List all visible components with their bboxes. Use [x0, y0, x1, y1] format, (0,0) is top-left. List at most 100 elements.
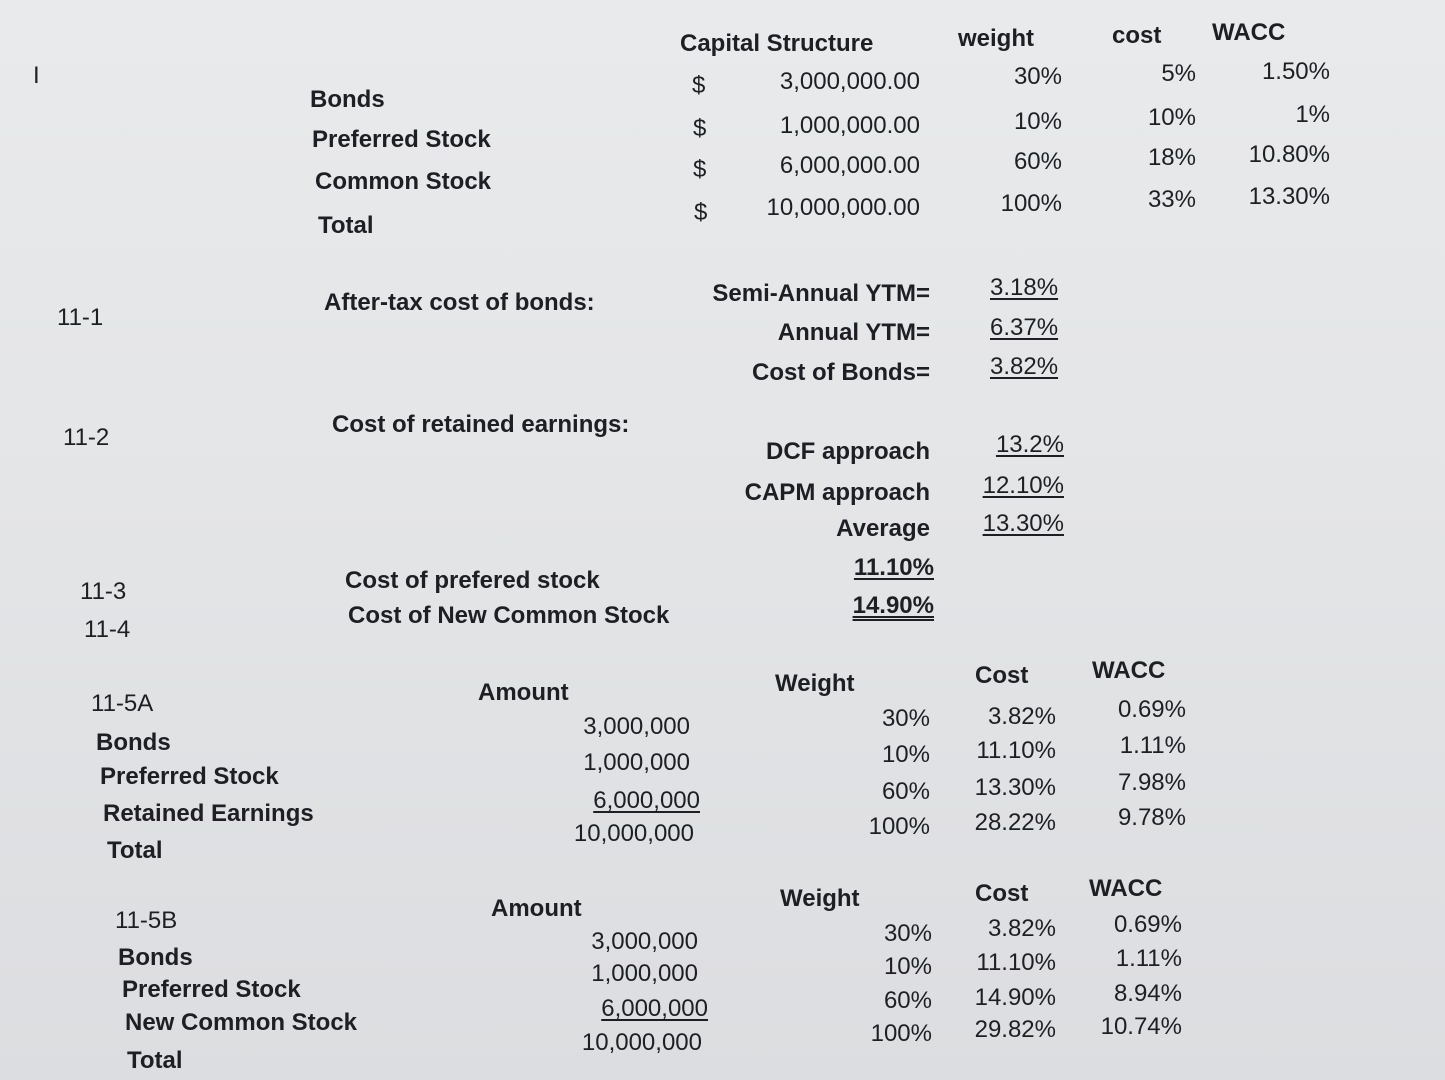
amount-header: Amount	[491, 895, 582, 922]
question-id: 11-3	[80, 578, 127, 605]
weight-cell: 60%	[881, 778, 930, 805]
wacc-cell: 10.80%	[1248, 141, 1330, 168]
item-label: Semi-Annual YTM=	[712, 280, 930, 307]
item-value: 12.10%	[982, 472, 1064, 499]
cost-header: Cost	[975, 662, 1029, 689]
row-label-preferred-stock: Preferred Stock	[100, 763, 279, 790]
amount-cell: 6,000,000	[593, 787, 700, 814]
wacc-cell: 8.94%	[1113, 980, 1182, 1007]
capital-structure-header: Capital Structure	[680, 30, 874, 57]
weight-cell: 10%	[1013, 108, 1062, 135]
amount-cell: 3,000,000	[583, 713, 690, 740]
wacc-cell: 1.11%	[1119, 732, 1186, 759]
row-label-total: Total	[127, 1047, 183, 1074]
cost-header: cost	[1112, 22, 1162, 49]
corner-mark: I	[33, 62, 40, 89]
wacc-header: WACC	[1089, 875, 1163, 902]
amount-cell: 1,000,000	[591, 960, 698, 987]
wacc-cell: 10.74%	[1100, 1013, 1182, 1040]
question-id: 11-1	[57, 304, 104, 331]
dollar-sign: $	[693, 115, 707, 142]
question-value: 11.10%	[853, 554, 934, 581]
amount-cell: 10,000,000.00	[766, 194, 920, 221]
amount-cell: 1,000,000	[583, 749, 690, 776]
row-label-bonds: Bonds	[96, 729, 171, 756]
cost-cell: 11.10%	[976, 949, 1056, 976]
amount-cell: 3,000,000.00	[779, 68, 920, 95]
item-value: 3.18%	[990, 274, 1059, 301]
amount-cell: 1,000,000.00	[779, 112, 920, 139]
cost-cell: 3.82%	[987, 915, 1056, 942]
weight-cell: 30%	[881, 705, 930, 732]
item-value: 3.82%	[990, 353, 1059, 380]
row-label-preferred-stock: Preferred Stock	[312, 126, 491, 153]
question-value: 14.90%	[852, 592, 934, 619]
item-label: CAPM approach	[744, 479, 930, 506]
item-label: Cost of Bonds=	[752, 359, 930, 386]
cost-header: Cost	[975, 880, 1029, 907]
question-title: Cost of New Common Stock	[348, 602, 670, 629]
row-label-preferred-stock: Preferred Stock	[122, 976, 301, 1003]
row-label-common-stock: Common Stock	[315, 168, 492, 195]
amount-cell: 6,000,000	[601, 995, 708, 1022]
row-label-bonds: Bonds	[118, 944, 193, 971]
wacc-cell: 1%	[1295, 101, 1330, 128]
question-title: After-tax cost of bonds:	[324, 289, 595, 316]
weight-cell: 10%	[883, 953, 932, 980]
weight-header: Weight	[780, 885, 860, 912]
weight-cell: 60%	[883, 987, 932, 1014]
wacc-cell: 9.78%	[1117, 804, 1186, 831]
item-label: Average	[836, 515, 930, 542]
weight-header: Weight	[775, 670, 855, 697]
weight-cell: 30%	[1013, 63, 1062, 90]
amount-cell: 10,000,000	[573, 820, 694, 847]
row-label-new-common-stock: New Common Stock	[125, 1009, 358, 1036]
cost-cell: 5%	[1161, 60, 1196, 87]
wacc-cell: 0.69%	[1113, 911, 1182, 938]
item-value: 6.37%	[990, 314, 1059, 341]
amount-cell: 6,000,000.00	[779, 152, 920, 179]
cost-cell: 3.82%	[987, 703, 1056, 730]
dollar-sign: $	[694, 199, 708, 226]
weight-cell: 60%	[1013, 148, 1062, 175]
cost-cell: 14.90%	[974, 984, 1056, 1011]
wacc-cell: 7.98%	[1117, 769, 1186, 796]
wacc-cell: 1.50%	[1261, 58, 1330, 85]
weight-cell: 100%	[868, 813, 930, 840]
question-title: Cost of retained earnings:	[332, 411, 630, 438]
item-label: DCF approach	[765, 438, 930, 465]
cost-cell: 29.82%	[974, 1016, 1056, 1043]
cost-cell: 13.30%	[974, 774, 1056, 801]
row-label-total: Total	[107, 837, 163, 864]
wacc-header: WACC	[1092, 657, 1166, 684]
row-label-bonds: Bonds	[310, 86, 385, 113]
dollar-sign: $	[692, 72, 706, 99]
wacc-header: WACC	[1212, 19, 1286, 46]
weight-cell: 100%	[1000, 190, 1062, 217]
dollar-sign: $	[693, 156, 707, 183]
cost-cell: 33%	[1147, 186, 1196, 213]
wacc-cell: 0.69%	[1117, 696, 1186, 723]
item-value: 13.30%	[982, 510, 1064, 537]
question-id: 11-4	[84, 616, 131, 643]
weight-cell: 30%	[883, 920, 932, 947]
amount-header: Amount	[478, 679, 569, 706]
question-id: 11-5B	[115, 907, 178, 934]
question-id: 11-5A	[91, 690, 154, 717]
row-label-total: Total	[318, 212, 374, 239]
amount-cell: 3,000,000	[591, 928, 698, 955]
item-value: 13.2%	[995, 431, 1064, 458]
wacc-cell: 13.30%	[1248, 183, 1330, 210]
weight-cell: 100%	[870, 1020, 932, 1047]
cost-cell: 10%	[1147, 104, 1196, 131]
item-label: Annual YTM=	[777, 319, 930, 346]
cost-cell: 18%	[1147, 144, 1196, 171]
weight-cell: 10%	[881, 741, 930, 768]
question-id: 11-2	[63, 424, 110, 451]
amount-cell: 10,000,000	[581, 1029, 702, 1056]
question-title: Cost of prefered stock	[345, 567, 600, 594]
row-label-retained-earnings: Retained Earnings	[103, 800, 314, 827]
cost-cell: 28.22%	[974, 809, 1056, 836]
wacc-cell: 1.11%	[1115, 945, 1182, 972]
cost-cell: 11.10%	[976, 737, 1056, 764]
